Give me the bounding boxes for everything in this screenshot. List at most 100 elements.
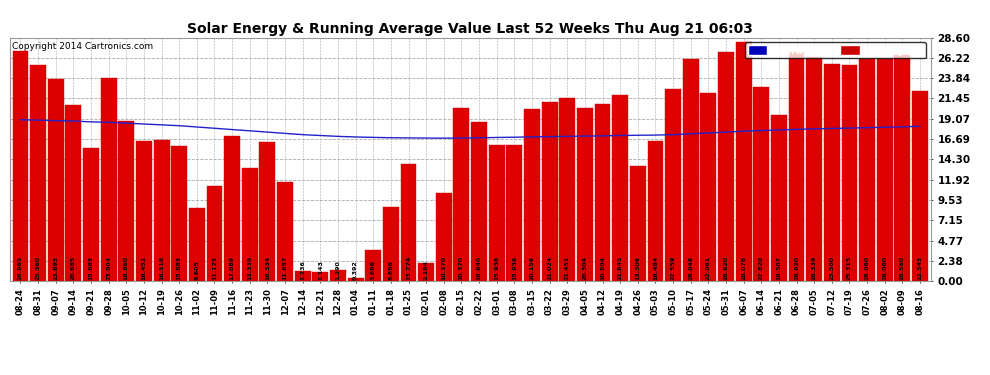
Bar: [418, 262, 434, 281]
Bar: [330, 270, 346, 281]
Text: 25.500: 25.500: [830, 256, 835, 280]
Text: 15.936: 15.936: [494, 256, 499, 280]
Bar: [401, 164, 417, 281]
Text: 16.334: 16.334: [265, 256, 270, 280]
Bar: [277, 182, 293, 281]
Text: 20.804: 20.804: [600, 256, 605, 280]
Bar: [806, 57, 822, 281]
Bar: [859, 59, 875, 281]
Text: 13.339: 13.339: [248, 256, 252, 280]
Text: 2.184: 2.184: [424, 260, 429, 280]
Bar: [771, 115, 787, 281]
Text: 3.696: 3.696: [370, 260, 376, 280]
Text: 18.640: 18.640: [476, 256, 481, 280]
Text: 17.089: 17.089: [230, 256, 235, 280]
Bar: [912, 91, 928, 281]
Bar: [718, 52, 734, 281]
Text: 15.936: 15.936: [512, 256, 517, 280]
Text: 1.143: 1.143: [318, 260, 323, 280]
Text: 26.920: 26.920: [794, 256, 799, 280]
Bar: [736, 42, 751, 281]
Text: 26.339: 26.339: [812, 256, 817, 280]
Text: 20.370: 20.370: [459, 256, 464, 280]
Text: 26.560: 26.560: [900, 256, 905, 280]
Bar: [48, 79, 63, 281]
Bar: [365, 250, 381, 281]
Bar: [595, 104, 611, 281]
Text: 21.451: 21.451: [564, 256, 570, 280]
Text: 28.076: 28.076: [742, 256, 746, 280]
Text: 15.885: 15.885: [177, 256, 182, 280]
Legend: Average ($), Weekly ($): Average ($), Weekly ($): [744, 42, 926, 58]
Text: 25.315: 25.315: [847, 256, 852, 280]
Bar: [700, 93, 717, 281]
Text: 22.820: 22.820: [758, 256, 763, 280]
Bar: [30, 65, 47, 281]
Text: 26.060: 26.060: [864, 256, 869, 280]
Text: 16.452: 16.452: [142, 256, 147, 280]
Bar: [559, 98, 575, 281]
Bar: [524, 110, 540, 281]
Bar: [383, 207, 399, 281]
Text: 25.360: 25.360: [36, 256, 41, 280]
Text: 16.484: 16.484: [653, 256, 658, 280]
Text: 1.290: 1.290: [336, 260, 341, 280]
Bar: [577, 108, 593, 281]
Text: 22.345: 22.345: [918, 256, 923, 280]
Bar: [453, 108, 469, 281]
Text: 21.024: 21.024: [547, 256, 552, 280]
Text: 23.695: 23.695: [53, 256, 58, 280]
Text: 21.845: 21.845: [618, 256, 623, 280]
Bar: [313, 272, 329, 281]
Text: 26.965: 26.965: [18, 256, 23, 280]
Bar: [842, 66, 857, 281]
Text: 8.686: 8.686: [388, 260, 393, 280]
Bar: [542, 102, 557, 281]
Text: 1.236: 1.236: [300, 260, 305, 280]
Text: 8.605: 8.605: [194, 260, 199, 280]
Bar: [877, 59, 893, 281]
Bar: [612, 95, 628, 281]
Bar: [753, 87, 769, 281]
Text: 22.559: 22.559: [670, 256, 675, 280]
Text: 15.685: 15.685: [88, 256, 93, 280]
Bar: [436, 193, 451, 281]
Text: 23.904: 23.904: [106, 256, 111, 280]
Text: Copyright 2014 Cartronics.com: Copyright 2014 Cartronics.com: [12, 42, 152, 51]
Bar: [507, 146, 523, 281]
Bar: [101, 78, 117, 281]
Text: 22.061: 22.061: [706, 256, 711, 280]
Bar: [647, 141, 663, 281]
Bar: [83, 148, 99, 281]
Text: 0.392: 0.392: [353, 260, 358, 280]
Bar: [471, 122, 487, 281]
Text: 13.506: 13.506: [636, 256, 641, 280]
Text: 20.685: 20.685: [71, 256, 76, 280]
Text: 20.304: 20.304: [582, 256, 587, 280]
Text: 11.125: 11.125: [212, 256, 217, 280]
Bar: [207, 186, 223, 281]
Bar: [189, 208, 205, 281]
Bar: [13, 51, 29, 281]
Text: 18.860: 18.860: [124, 256, 129, 280]
Bar: [630, 166, 645, 281]
Text: 11.657: 11.657: [282, 256, 287, 280]
Text: 10.370: 10.370: [442, 256, 446, 280]
Bar: [824, 64, 840, 281]
Bar: [894, 55, 911, 281]
Bar: [171, 146, 187, 281]
Bar: [489, 146, 505, 281]
Bar: [65, 105, 81, 281]
Text: 16.518: 16.518: [159, 256, 164, 280]
Bar: [259, 142, 275, 281]
Text: 26.920: 26.920: [724, 256, 729, 280]
Bar: [347, 278, 363, 281]
Bar: [136, 141, 151, 281]
Title: Solar Energy & Running Average Value Last 52 Weeks Thu Aug 21 06:03: Solar Energy & Running Average Value Las…: [187, 22, 753, 36]
Bar: [665, 89, 681, 281]
Bar: [295, 271, 311, 281]
Bar: [242, 168, 257, 281]
Text: 19.507: 19.507: [776, 256, 781, 280]
Bar: [683, 59, 699, 281]
Text: 26.060: 26.060: [882, 256, 887, 280]
